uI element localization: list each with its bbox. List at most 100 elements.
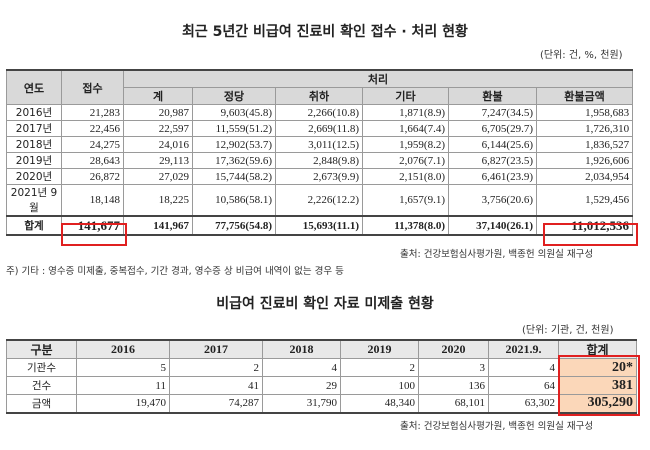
table-cell: 2,226(12.2) xyxy=(275,184,363,217)
table-cell: 2,266(10.8) xyxy=(275,104,363,121)
row-total: 381 xyxy=(558,376,637,395)
table2-unit: (단위: 기관, 건, 천원) xyxy=(522,325,614,336)
table-cell: 12,902(53.7) xyxy=(192,136,276,153)
table-cell: 17,362(59.6) xyxy=(192,152,276,169)
table1-unit: (단위: 건, %, 천원) xyxy=(540,50,623,61)
table-cell: 1,926,606 xyxy=(535,152,634,169)
table-cell: 1,958,683 xyxy=(535,104,634,121)
header-cell: 2021.9. xyxy=(488,339,559,359)
total-refund-amount: 11,012,536 xyxy=(535,215,634,236)
table-cell: 3 xyxy=(418,358,489,377)
table-cell: 22,456 xyxy=(61,120,124,137)
total-refund: 37,140(26.1) xyxy=(448,215,537,236)
row-year: 2018년 xyxy=(6,136,62,153)
total-sum: 141,967 xyxy=(123,215,193,236)
table-cell: 68,101 xyxy=(418,394,489,413)
table1-title: 최근 5년간 비급여 진료비 확인 접수 · 처리 현황 xyxy=(182,24,468,40)
table-cell: 1,529,456 xyxy=(535,184,634,217)
table-cell: 22,597 xyxy=(123,120,193,137)
table-row: 건수 11 41 29 100 136 64 381 xyxy=(6,376,637,395)
row-label: 금액 xyxy=(6,394,77,413)
table-row: 2018년 24,275 24,016 12,902(53.7) 3,011(12.5)… xyxy=(6,136,634,153)
table-cell: 2,034,954 xyxy=(535,168,634,185)
table-cell: 27,029 xyxy=(123,168,193,185)
header-refund: 환불 xyxy=(448,87,537,105)
row-year: 2020년 xyxy=(6,168,62,185)
table-cell: 64 xyxy=(488,376,559,395)
header-cell: 구분 xyxy=(6,339,77,359)
table-row-total: 합계 141,677 141,967 77,756(54.8) 15,693(1… xyxy=(6,215,634,236)
total-withdrawn: 15,693(11.1) xyxy=(275,215,363,236)
table-cell: 2,848(9.8) xyxy=(275,152,363,169)
intake-processing-table: 연도 접수 처리 계 정당 취하 기타 환불 환불금액 2016년 21,283 2… xyxy=(6,69,634,236)
row-label: 기관수 xyxy=(6,358,77,377)
header-cell: 2016 xyxy=(76,339,170,359)
header-cell: 2018 xyxy=(262,339,341,359)
table-cell: 2,076(7.1) xyxy=(362,152,449,169)
header-legit: 정당 xyxy=(192,87,276,105)
total-receipt: 141,677 xyxy=(61,215,124,236)
header-cell: 2019 xyxy=(340,339,419,359)
table-cell: 1,871(8.9) xyxy=(362,104,449,121)
table2-source: 출처: 건강보험심사평가원, 백종헌 의원실 재구성 xyxy=(400,421,594,432)
table-cell: 18,148 xyxy=(61,184,124,217)
table1-note: 주) 기타 : 영수증 미제출, 중복접수, 기간 경과, 영수증 상 비급여 … xyxy=(6,266,344,277)
table-cell: 5 xyxy=(76,358,170,377)
table-cell: 63,302 xyxy=(488,394,559,413)
table-cell: 136 xyxy=(418,376,489,395)
header-year: 연도 xyxy=(6,69,62,105)
header-processing: 처리 xyxy=(122,69,634,88)
table-cell: 48,340 xyxy=(340,394,419,413)
table-cell: 1,657(9.1) xyxy=(362,184,449,217)
table-cell: 1,959(8.2) xyxy=(362,136,449,153)
table-cell: 41 xyxy=(169,376,263,395)
table-cell: 6,705(29.7) xyxy=(448,120,537,137)
table-cell: 2 xyxy=(169,358,263,377)
table-cell: 2 xyxy=(340,358,419,377)
row-year: 2017년 xyxy=(6,120,62,137)
table-cell: 6,144(25.6) xyxy=(448,136,537,153)
row-label: 건수 xyxy=(6,376,77,395)
table-cell: 2,669(11.8) xyxy=(275,120,363,137)
table-cell: 20,987 xyxy=(123,104,193,121)
row-year: 2021년 9월 xyxy=(6,184,62,217)
table-cell: 11 xyxy=(76,376,170,395)
table-cell: 1,836,527 xyxy=(535,136,634,153)
table-cell: 3,011(12.5) xyxy=(275,136,363,153)
table-cell: 2,151(8.0) xyxy=(362,168,449,185)
table-cell: 21,283 xyxy=(61,104,124,121)
table-cell: 4 xyxy=(262,358,341,377)
table-cell: 6,827(23.5) xyxy=(448,152,537,169)
table-row: 2017년 22,456 22,597 11,559(51.2) 2,669(11.8)… xyxy=(6,120,634,137)
table-cell: 15,744(58.2) xyxy=(192,168,276,185)
table-cell: 24,016 xyxy=(123,136,193,153)
table-cell: 10,586(58.1) xyxy=(192,184,276,217)
table2-title: 비급여 진료비 확인 자료 미제출 현황 xyxy=(216,296,434,312)
row-total: 20* xyxy=(558,358,637,377)
header-sum: 계 xyxy=(123,87,193,105)
table-cell: 1,726,310 xyxy=(535,120,634,137)
table-cell: 7,247(34.5) xyxy=(448,104,537,121)
table-row: 금액 19,470 74,287 31,790 48,340 68,101 63,302 30… xyxy=(6,394,637,413)
table-cell: 29,113 xyxy=(123,152,193,169)
header-cell: 2020 xyxy=(418,339,489,359)
total-legit: 77,756(54.8) xyxy=(192,215,276,236)
table1-source: 출처: 건강보험심사평가원, 백종헌 의원실 재구성 xyxy=(400,249,594,260)
header-cell: 합계 xyxy=(558,339,637,359)
table-row: 2019년 28,643 29,113 17,362(59.6) 2,848(9.8) 2… xyxy=(6,152,634,169)
table-cell: 11,559(51.2) xyxy=(192,120,276,137)
total-label: 합계 xyxy=(6,215,62,236)
header-other: 기타 xyxy=(362,87,449,105)
table-row: 기관수 5 2 4 2 3 4 20* xyxy=(6,358,637,377)
header-withdrawn: 취하 xyxy=(275,87,363,105)
table-cell: 100 xyxy=(340,376,419,395)
table-cell: 2,673(9.9) xyxy=(275,168,363,185)
missing-data-table: 구분 2016 2017 2018 2019 2020 2021.9. 합계 기관수 5 2 4 2 3… xyxy=(6,339,637,414)
table-cell: 24,275 xyxy=(61,136,124,153)
row-total: 305,290 xyxy=(558,394,637,413)
table-cell: 6,461(23.9) xyxy=(448,168,537,185)
table-cell: 74,287 xyxy=(169,394,263,413)
table-row: 2021년 9월 18,148 18,225 10,586(58.1) 2,226(12… xyxy=(6,184,634,217)
header-receipt: 접수 xyxy=(61,69,124,105)
row-year: 2019년 xyxy=(6,152,62,169)
